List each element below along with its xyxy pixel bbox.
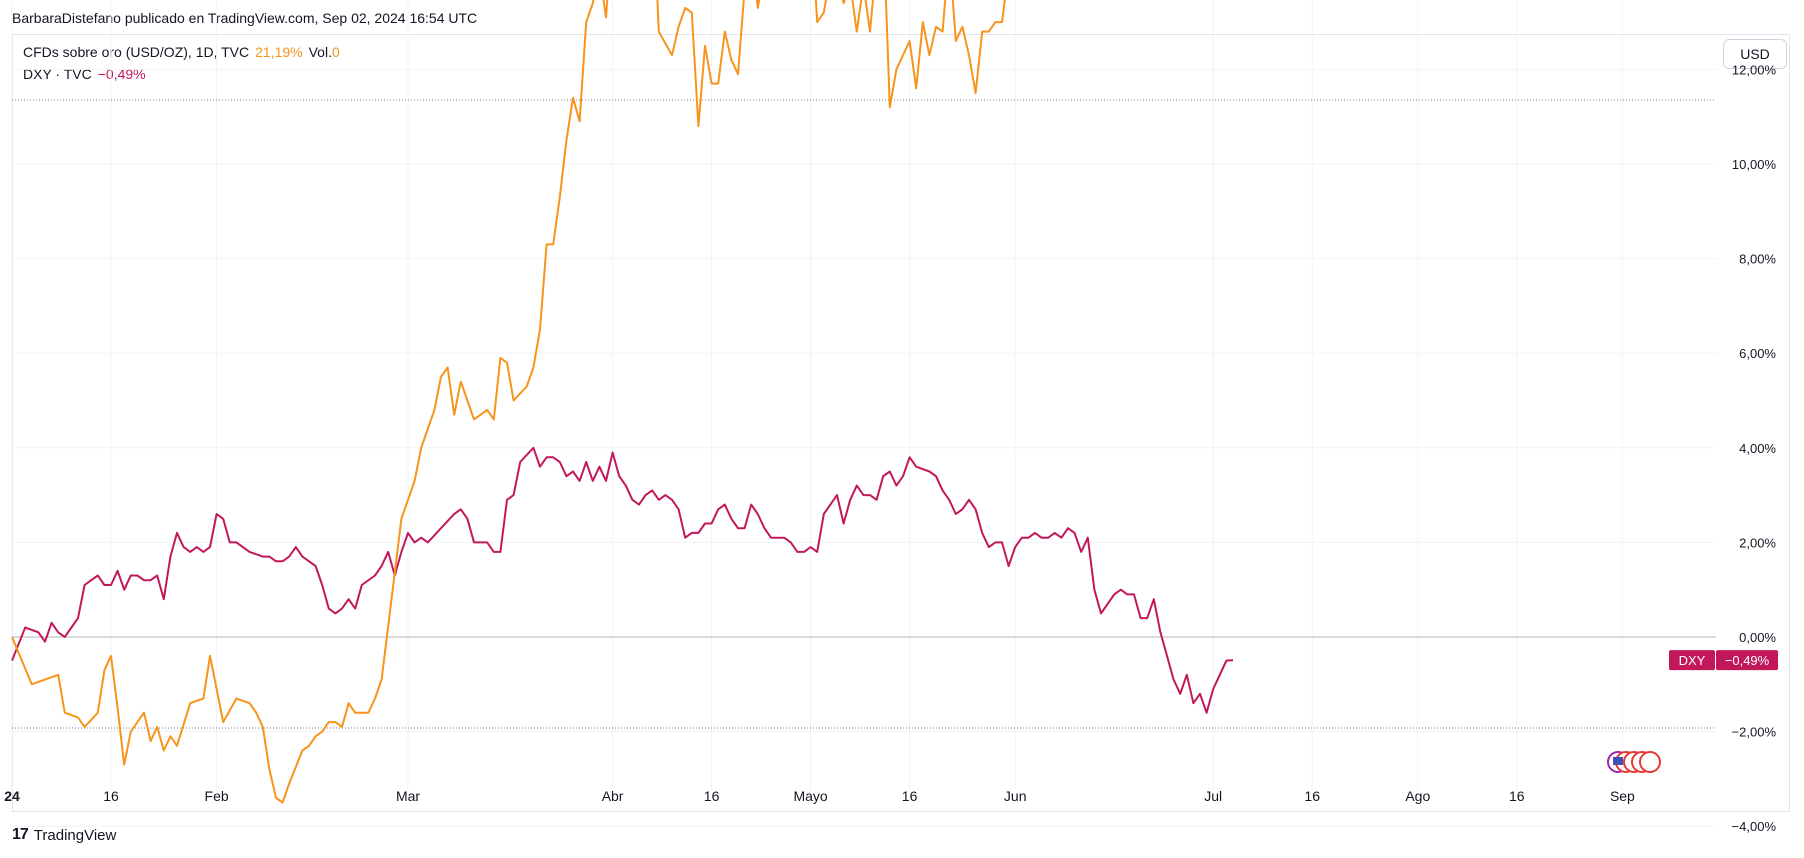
x-tick-label: 16 [1304,788,1320,804]
x-tick-label: Ago [1405,788,1430,804]
footer-brand-text: TradingView [33,826,117,844]
badge-dxy-value-bg [1716,650,1778,671]
x-tick-label: Mayo [793,788,827,804]
legend-gold-name: CFDs sobre oro (USD/OZ), 1D, TVC [23,44,250,60]
legend-dxy-name: DXY · TVC [23,66,92,82]
badge-dxy-value: −0,49% [1725,653,1770,668]
series-line-gold[interactable] [11,0,1292,804]
x-tick-label: 16 [704,788,720,804]
y-tick-label: 6,00% [1739,346,1776,361]
y-tick-label: 0,00% [1739,630,1776,645]
y-tick-label: 10,00% [1732,157,1777,172]
us-flag-icon [1613,757,1623,765]
x-tick-label: Abr [602,788,624,804]
x-tick-label: 16 [1509,788,1525,804]
badge-dxy-name: DXY [1679,653,1706,668]
tradingview-logo-icon: 17 [12,826,29,843]
currency-button[interactable]: USD [1723,39,1787,69]
footer-brand[interactable]: 17 TradingView [12,826,116,844]
y-tick-label: 4,00% [1739,441,1776,456]
x-tick-label: 16 [103,788,119,804]
x-tick-label: Sep [1610,788,1635,804]
x-tick-label: Jun [1004,788,1027,804]
y-tick-label: 2,00% [1739,535,1776,550]
x-tick-label: Mar [396,788,420,804]
y-tick-label: −4,00% [1732,819,1777,834]
y-tick-label: −2,00% [1732,725,1777,740]
publish-line: BarbaraDistefano publicado en TradingVie… [12,10,478,26]
y-tick-label: 8,00% [1739,252,1776,267]
series-line-dxy[interactable] [11,446,1234,714]
legend-dxy-change: −0,49% [97,66,146,82]
x-tick-label: Jul [1204,788,1222,804]
x-tick-label: 16 [902,788,918,804]
legend-gold-change: 21,19% [255,44,303,60]
x-tick-label: Feb [205,788,229,804]
x-tick-label: 24 [4,788,20,804]
y-tick-label: 12,00% [1732,62,1777,77]
legend-vol-label: Vol. [308,44,332,60]
event-flag-icon[interactable] [1639,751,1661,773]
legend-gold[interactable]: CFDs sobre oro (USD/OZ), 1D, TVC 21,19% Vo… [23,44,346,60]
legend-dxy[interactable]: DXY · TVC −0,49% [23,66,152,82]
legend-vol-value: 0 [331,44,340,60]
badge-dxy-name-bg [1669,650,1715,671]
